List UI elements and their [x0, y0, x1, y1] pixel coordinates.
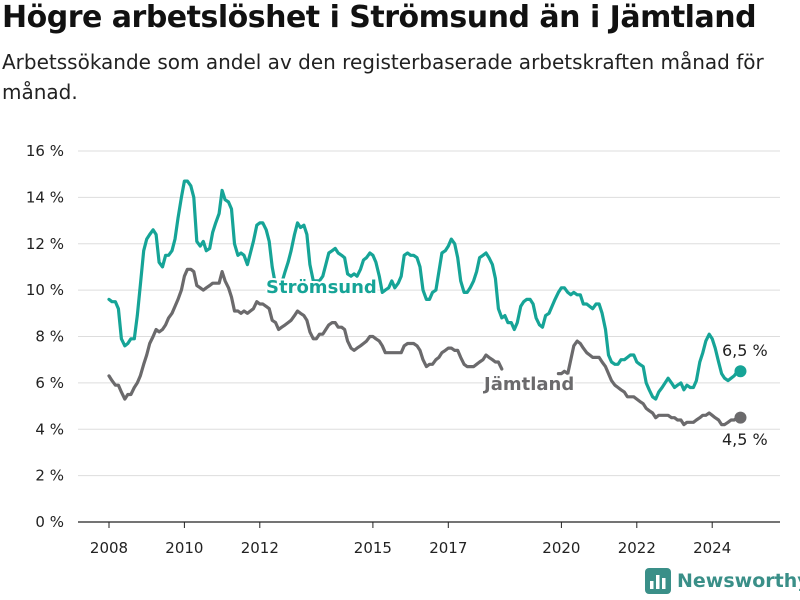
y-tick-label: 4 % — [35, 420, 64, 438]
logo-text: Newsworthy — [677, 570, 800, 592]
y-tick-label: 0 % — [35, 513, 64, 531]
series-line-0 — [107, 179, 743, 401]
y-axis-labels: 0 % 2 % 4 % 6 % 8 % 10 % 12 % 14 % 16 % — [26, 142, 64, 531]
series-label-jamtland: Jämtland — [482, 374, 574, 395]
y-tick-label: 2 % — [35, 467, 64, 485]
x-tick-label: 2017 — [429, 539, 467, 557]
y-tick-label: 10 % — [26, 281, 64, 299]
end-label-jamtland: 4,5 % — [722, 430, 768, 449]
y-tick-label: 16 % — [26, 142, 64, 160]
y-tick-label: 8 % — [35, 328, 64, 346]
series-line-1 — [107, 267, 743, 427]
x-tick-label: 2020 — [542, 539, 580, 557]
chart-title: Högre arbetslöshet i Strömsund än i Jämt… — [2, 0, 757, 35]
x-tick-label: 2015 — [354, 539, 392, 557]
x-tick-label: 2010 — [165, 539, 203, 557]
series-end-markers — [734, 365, 747, 424]
end-marker-0 — [734, 365, 747, 378]
y-tick-label: 6 % — [35, 374, 64, 392]
y-tick-label: 14 % — [26, 188, 64, 206]
end-label-stromsund: 6,5 % — [722, 341, 768, 360]
newsworthy-logo: Newsworthy — [645, 568, 800, 594]
x-tick-label: 2022 — [618, 539, 656, 557]
end-marker-1 — [734, 411, 747, 424]
chart-subtitle: Arbetssökande som andel av den registerb… — [2, 50, 764, 104]
series-label-stromsund: Strömsund — [266, 277, 377, 298]
grid-lines — [78, 150, 780, 523]
x-tick-label: 2012 — [241, 539, 279, 557]
y-tick-label: 12 % — [26, 235, 64, 253]
bar-chart-icon — [645, 568, 671, 594]
x-axis: 2008 2010 2012 2015 2017 2020 2022 2024 — [90, 522, 731, 557]
x-tick-label: 2024 — [693, 539, 731, 557]
x-tick-label: 2008 — [90, 539, 128, 557]
series-lines — [107, 179, 743, 427]
